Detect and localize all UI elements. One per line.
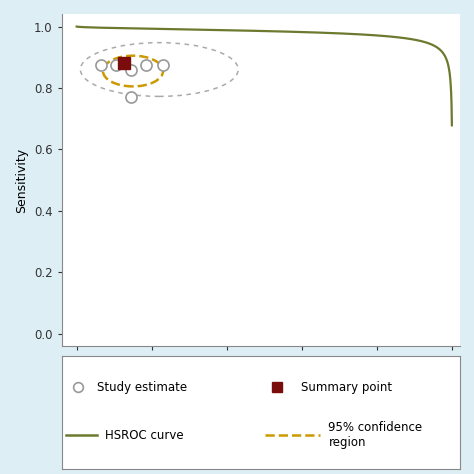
Y-axis label: Sensitivity: Sensitivity [16, 147, 28, 213]
Text: HSROC curve: HSROC curve [105, 428, 184, 442]
X-axis label: Specificity: Specificity [228, 374, 293, 387]
Text: 95% confidence
region: 95% confidence region [328, 421, 422, 449]
Text: Summary point: Summary point [301, 381, 392, 394]
Text: Study estimate: Study estimate [98, 381, 188, 394]
